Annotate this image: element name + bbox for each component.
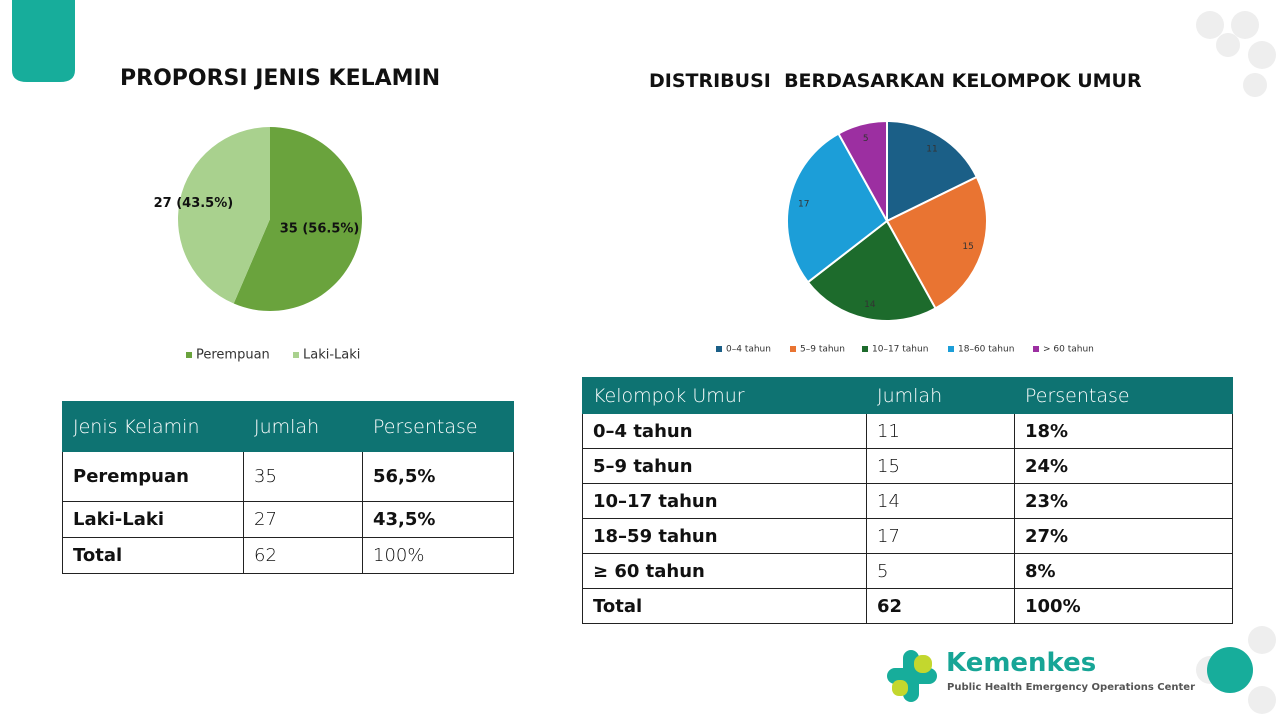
table-cell: 23% — [1014, 483, 1233, 519]
pie-slice — [885, 175, 988, 310]
table-row: 5–9 tahun 15 24% — [582, 448, 1233, 484]
pie-slice — [837, 119, 888, 225]
header-cell: Jumlah — [243, 401, 363, 452]
legend-swatch — [293, 352, 299, 358]
legend-swatch — [1033, 346, 1039, 352]
table-cell: 11 — [866, 413, 1015, 449]
gender-table: Jenis Kelamin Jumlah Persentase Perempuan 35… — [62, 401, 514, 574]
table-cell: 27% — [1014, 518, 1233, 554]
table-cell: 62 — [243, 537, 363, 574]
table-cell: 27 — [243, 501, 363, 538]
pie-slice — [806, 219, 937, 322]
table-cell: Laki-Laki — [62, 501, 244, 538]
age-table: Kelompok Umur Jumlah Persentase 0–4 tahun 11… — [582, 377, 1233, 624]
table-cell: 10–17 tahun — [582, 483, 867, 519]
table-row: Total 62 100% — [582, 588, 1233, 624]
header-cell: Persentase — [1014, 377, 1233, 414]
data-label: 14 — [864, 300, 876, 310]
chart-title: PROPORSI JENIS KELAMIN — [120, 66, 441, 91]
legend-swatch — [862, 346, 868, 352]
data-label: 5 — [863, 134, 869, 144]
table-cell: 5 — [866, 553, 1015, 589]
table-cell: 24% — [1014, 448, 1233, 484]
data-label: 17 — [798, 199, 809, 209]
logo-name: Kemenkes — [946, 648, 1097, 678]
table-cell: 5–9 tahun — [582, 448, 867, 484]
pie-slice — [886, 119, 979, 223]
table-cell: 43,5% — [362, 501, 514, 538]
legend-swatch — [948, 346, 954, 352]
legend-label: Perempuan — [196, 348, 270, 363]
logo-icon — [887, 650, 937, 702]
header-row: Kelompok Umur Jumlah Persentase — [582, 377, 1233, 414]
table-cell: 100% — [362, 537, 514, 574]
table-cell: 100% — [1014, 588, 1233, 624]
legend-label: 0–4 tahun — [726, 345, 771, 355]
table-cell: 17 — [866, 518, 1015, 554]
legend-label: 10–17 tahun — [872, 345, 928, 355]
pie-slice — [786, 132, 889, 284]
pie-slice — [233, 127, 362, 312]
table-cell: 18–59 tahun — [582, 518, 867, 554]
table-cell: Total — [62, 537, 244, 574]
logo-subtitle: Public Health Emergency Operations Cente… — [947, 682, 1196, 693]
table-cell: 62 — [866, 588, 1015, 624]
corner-decoration — [12, 0, 75, 82]
data-label: 15 — [962, 242, 973, 252]
legend-label: 18–60 tahun — [958, 345, 1014, 355]
table-cell: Perempuan — [62, 451, 244, 502]
legend-label: 5–9 tahun — [800, 345, 845, 355]
table-row: ≥ 60 tahun 5 8% — [582, 553, 1233, 589]
header-row: Jenis Kelamin Jumlah Persentase — [62, 401, 514, 452]
table-cell: 0–4 tahun — [582, 413, 867, 449]
legend-swatch — [186, 352, 192, 358]
table-row: Laki-Laki 27 43,5% — [62, 501, 514, 538]
table-row: Total 62 100% — [62, 537, 514, 574]
data-label: 35 (56.5%) — [280, 222, 360, 237]
table-cell: 18% — [1014, 413, 1233, 449]
data-label: 11 — [926, 144, 937, 154]
legend-label: Laki-Laki — [303, 348, 360, 363]
corner-circle — [1207, 647, 1253, 693]
table-cell: Total — [582, 588, 867, 624]
header-cell: Persentase — [362, 401, 514, 452]
table-row: 18–59 tahun 17 27% — [582, 518, 1233, 554]
header-cell: Kelompok Umur — [582, 377, 867, 414]
table-cell: ≥ 60 tahun — [582, 553, 867, 589]
table-row: 0–4 tahun 11 18% — [582, 413, 1233, 449]
pie-slice — [177, 127, 270, 304]
legend-label: > 60 tahun — [1043, 345, 1094, 355]
legend-swatch — [716, 346, 722, 352]
legend-swatch — [790, 346, 796, 352]
data-label: 27 (43.5%) — [154, 196, 234, 211]
table-cell: 14 — [866, 483, 1015, 519]
table-row: Perempuan 35 56,5% — [62, 451, 514, 502]
chart-title: DISTRIBUSI BERDASARKAN KELOMPOK UMUR — [649, 70, 1142, 92]
table-cell: 15 — [866, 448, 1015, 484]
table-cell: 35 — [243, 451, 363, 502]
header-cell: Jenis Kelamin — [62, 401, 244, 452]
table-row: 10–17 tahun 14 23% — [582, 483, 1233, 519]
table-cell: 8% — [1014, 553, 1233, 589]
header-cell: Jumlah — [866, 377, 1015, 414]
table-cell: 56,5% — [362, 451, 514, 502]
